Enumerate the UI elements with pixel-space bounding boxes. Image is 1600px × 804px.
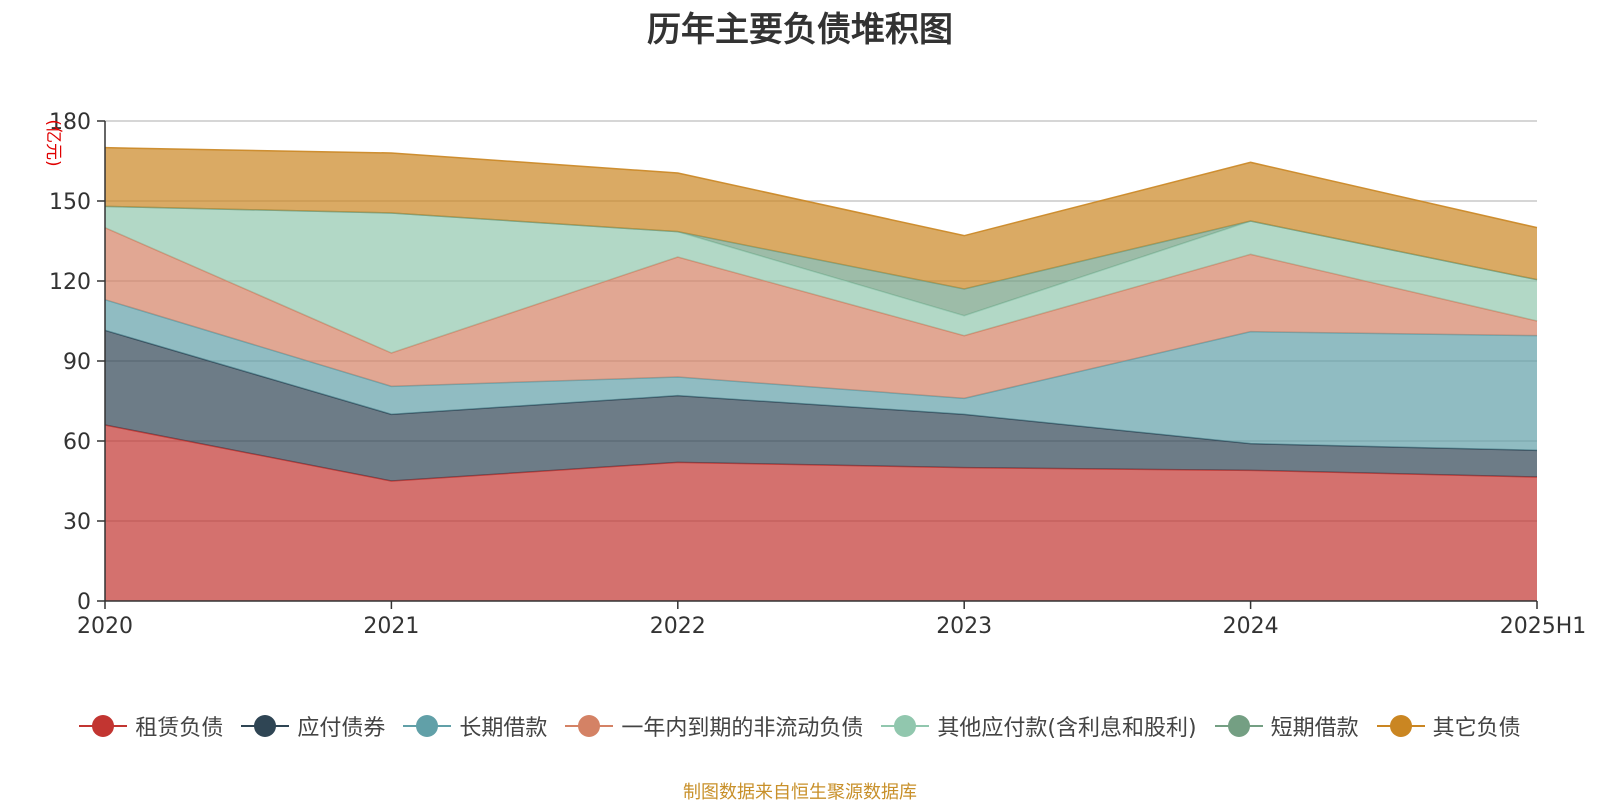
legend-item-6[interactable]: 其它负债 [1376, 710, 1521, 742]
legend-marker-icon [1376, 714, 1425, 738]
y-tick-label-30: 30 [63, 510, 91, 535]
chart-title: 历年主要负债堆积图 [647, 10, 953, 50]
stacked-area-chart: 0 30 60 90 120 150 180 2020 2021 2022 2023 2024 2025… [43, 110, 1586, 639]
x-tick-label-2: 2022 [650, 614, 706, 639]
legend-marker-icon [565, 714, 614, 738]
legend-marker-icon [881, 714, 930, 738]
legend-item-3[interactable]: 一年内到期的非流动负债 [565, 710, 863, 742]
legend-item-4[interactable]: 其他应付款(含利息和股利) [881, 710, 1197, 742]
legend: 租赁负债 应付债券 长期借款 一年内到期的非流动负债 其他应付款(含利息和股利) 短期借款… [0, 708, 1600, 744]
legend-label: 短期借款 [1270, 716, 1359, 741]
area-line-6 [104, 146, 1538, 237]
y-axis-unit-label: (亿元) [43, 119, 63, 166]
x-tick-label-5: 2025H1 [1500, 614, 1587, 639]
legend-label: 租赁负债 [135, 716, 224, 741]
x-tick-label-0: 2020 [77, 614, 133, 639]
area-series-group [104, 146, 1538, 601]
y-tick-label-0: 0 [77, 590, 91, 615]
legend-item-1[interactable]: 应付债券 [241, 710, 385, 742]
y-tick-label-60: 60 [63, 430, 91, 455]
legend-label: 长期借款 [459, 716, 548, 741]
legend-item-0[interactable]: 租赁负债 [79, 710, 223, 742]
area-series-6 [105, 147, 1537, 289]
y-tick-label-120: 120 [49, 270, 91, 295]
area-series-2 [105, 299, 1537, 451]
legend-marker-icon [79, 714, 128, 738]
source-note: 制图数据来自恒生聚源数据库 [683, 782, 917, 803]
axes: 0 30 60 90 120 150 180 2020 2021 2022 2023 2024 2025… [49, 110, 1586, 639]
y-tick-label-90: 90 [63, 350, 91, 375]
legend-label: 其它负债 [1432, 716, 1521, 741]
y-tick-label-150: 150 [49, 190, 91, 215]
area-series-4 [105, 206, 1537, 353]
legend-label: 其他应付款(含利息和股利) [937, 716, 1197, 741]
legend-marker-icon [403, 714, 452, 738]
area-series-3 [105, 227, 1537, 399]
legend-item-5[interactable]: 短期借款 [1214, 710, 1359, 742]
legend-label: 应付债券 [297, 716, 386, 741]
x-tick-label-1: 2021 [363, 614, 419, 639]
legend-marker-icon [241, 714, 290, 738]
x-tick-label-3: 2023 [936, 614, 992, 639]
y-tick-label-180: 180 [49, 110, 91, 135]
x-tick-label-4: 2024 [1223, 614, 1279, 639]
area-series-0 [105, 425, 1537, 601]
legend-item-2[interactable]: 长期借款 [403, 710, 547, 742]
legend-marker-icon [1214, 714, 1263, 738]
legend-label: 一年内到期的非流动负债 [621, 716, 864, 741]
